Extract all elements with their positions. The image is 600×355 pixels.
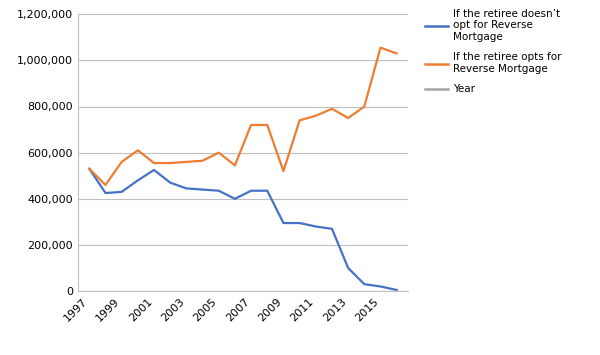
Legend: If the retiree doesn’t
opt for Reverse
Mortgage, If the retiree opts for
Reverse: If the retiree doesn’t opt for Reverse M…: [425, 9, 562, 94]
